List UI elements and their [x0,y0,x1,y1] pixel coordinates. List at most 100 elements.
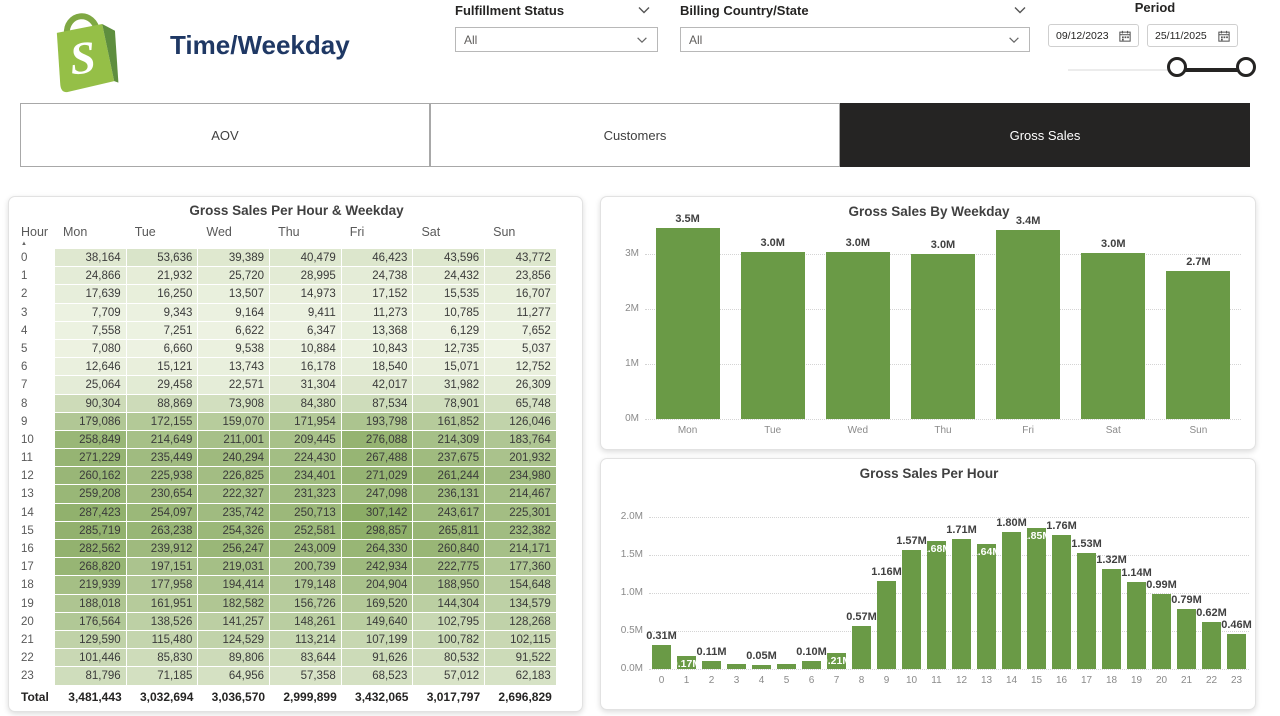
bar-4[interactable] [752,665,771,669]
table-cell[interactable]: 219,031 [198,558,271,577]
table-cell[interactable]: 13,368 [341,321,414,340]
table-cell[interactable]: 113,214 [270,630,342,650]
bar-13[interactable] [977,544,996,669]
bar-15[interactable] [1027,528,1046,669]
table-cell[interactable]: 14,973 [270,285,342,304]
table-cell[interactable]: 53,636 [126,249,199,268]
bar-21[interactable] [1177,608,1196,669]
bar-8[interactable] [852,625,871,669]
table-cell[interactable]: 128,268 [485,612,557,631]
table-cell[interactable]: 261,244 [413,467,486,486]
table-cell[interactable]: 12,735 [413,339,486,359]
table-cell[interactable]: 259,208 [55,485,127,504]
table-cell[interactable]: 134,579 [485,594,557,613]
bar-1[interactable] [677,656,696,669]
table-cell[interactable]: 11,277 [485,303,557,322]
table-cell[interactable]: 16,707 [485,285,557,304]
table-cell[interactable]: 89,806 [198,649,271,668]
table-cell[interactable]: 65,748 [485,394,557,413]
table-cell[interactable]: 307,142 [341,503,414,522]
bar-Fri[interactable] [996,230,1061,419]
table-cell[interactable]: 29,458 [126,376,199,395]
table-cell[interactable]: 9,343 [126,303,199,322]
table-cell[interactable]: 7,080 [55,339,127,359]
period-slider-handle-end[interactable] [1236,57,1256,77]
table-cell[interactable]: 6,622 [198,321,271,340]
table-cell[interactable]: 81,796 [55,667,127,686]
table-cell[interactable]: 214,309 [413,430,486,450]
table-cell[interactable]: 214,171 [485,540,557,559]
bar-11[interactable] [927,541,946,669]
table-cell[interactable]: 124,529 [198,630,271,650]
table-cell[interactable]: 46,423 [341,249,414,268]
fulfillment-status-dropdown[interactable]: All [455,27,658,52]
table-cell[interactable]: 24,738 [341,267,414,286]
table-cell[interactable]: 68,523 [341,667,414,686]
table-cell[interactable]: 188,950 [413,576,486,595]
table-cell[interactable]: 211,001 [198,430,271,450]
table-cell[interactable]: 225,301 [485,503,557,522]
table-cell[interactable]: 5,037 [485,339,557,359]
table-cell[interactable]: 42,017 [341,376,414,395]
table-cell[interactable]: 265,811 [413,521,486,540]
bar-12[interactable] [952,539,971,669]
column-header-thu[interactable]: Thu [278,225,300,239]
table-cell[interactable]: 101,446 [55,649,127,668]
bar-Tue[interactable] [740,252,805,419]
table-cell[interactable]: 64,956 [198,667,271,686]
bar-9[interactable] [877,580,896,669]
table-cell[interactable]: 271,229 [55,449,127,468]
table-cell[interactable]: 161,852 [413,412,486,431]
bar-16[interactable] [1052,535,1071,669]
table-cell[interactable]: 16,250 [126,285,199,304]
table-cell[interactable]: 254,097 [126,503,199,522]
table-cell[interactable]: 176,564 [55,612,127,631]
table-cell[interactable]: 214,649 [126,430,199,450]
table-cell[interactable]: 177,958 [126,576,199,595]
table-cell[interactable]: 225,938 [126,467,199,486]
table-cell[interactable]: 240,294 [198,449,271,468]
table-cell[interactable]: 234,401 [270,467,342,486]
bar-Mon[interactable] [655,227,720,419]
table-cell[interactable]: 25,720 [198,267,271,286]
table-cell[interactable]: 264,330 [341,540,414,559]
table-cell[interactable]: 237,675 [413,449,486,468]
table-cell[interactable]: 78,901 [413,394,486,413]
table-cell[interactable]: 7,251 [126,321,199,340]
table-cell[interactable]: 28,995 [270,267,342,286]
table-cell[interactable]: 235,742 [198,503,271,522]
table-cell[interactable]: 222,775 [413,558,486,577]
table-cell[interactable]: 242,934 [341,558,414,577]
table-cell[interactable]: 7,558 [55,321,127,340]
table-cell[interactable]: 7,652 [485,321,557,340]
table-cell[interactable]: 129,590 [55,630,127,650]
table-cell[interactable]: 7,709 [55,303,127,322]
period-slider-handle-start[interactable] [1167,57,1187,77]
table-cell[interactable]: 183,764 [485,430,557,450]
table-cell[interactable]: 271,029 [341,467,414,486]
table-cell[interactable]: 194,414 [198,576,271,595]
table-cell[interactable]: 287,423 [55,503,127,522]
table-cell[interactable]: 126,046 [485,412,557,431]
table-cell[interactable]: 6,347 [270,321,342,340]
table-cell[interactable]: 171,954 [270,412,342,431]
table-cell[interactable]: 177,360 [485,558,557,577]
table-cell[interactable]: 21,932 [126,267,199,286]
bar-6[interactable] [802,661,821,669]
table-cell[interactable]: 232,382 [485,521,557,540]
bar-14[interactable] [1002,532,1021,669]
bar-Wed[interactable] [825,251,890,419]
table-cell[interactable]: 6,660 [126,339,199,359]
table-cell[interactable]: 43,596 [413,249,486,268]
table-cell[interactable]: 80,532 [413,649,486,668]
column-header-sun[interactable]: Sun [493,225,516,239]
table-cell[interactable]: 17,639 [55,285,127,304]
table-cell[interactable]: 10,843 [341,339,414,359]
table-cell[interactable]: 235,449 [126,449,199,468]
bar-10[interactable] [902,549,921,669]
bar-17[interactable] [1077,552,1096,669]
table-cell[interactable]: 24,432 [413,267,486,286]
table-cell[interactable]: 138,526 [126,612,199,631]
table-cell[interactable]: 200,739 [270,558,342,577]
bar-5[interactable] [777,664,796,669]
